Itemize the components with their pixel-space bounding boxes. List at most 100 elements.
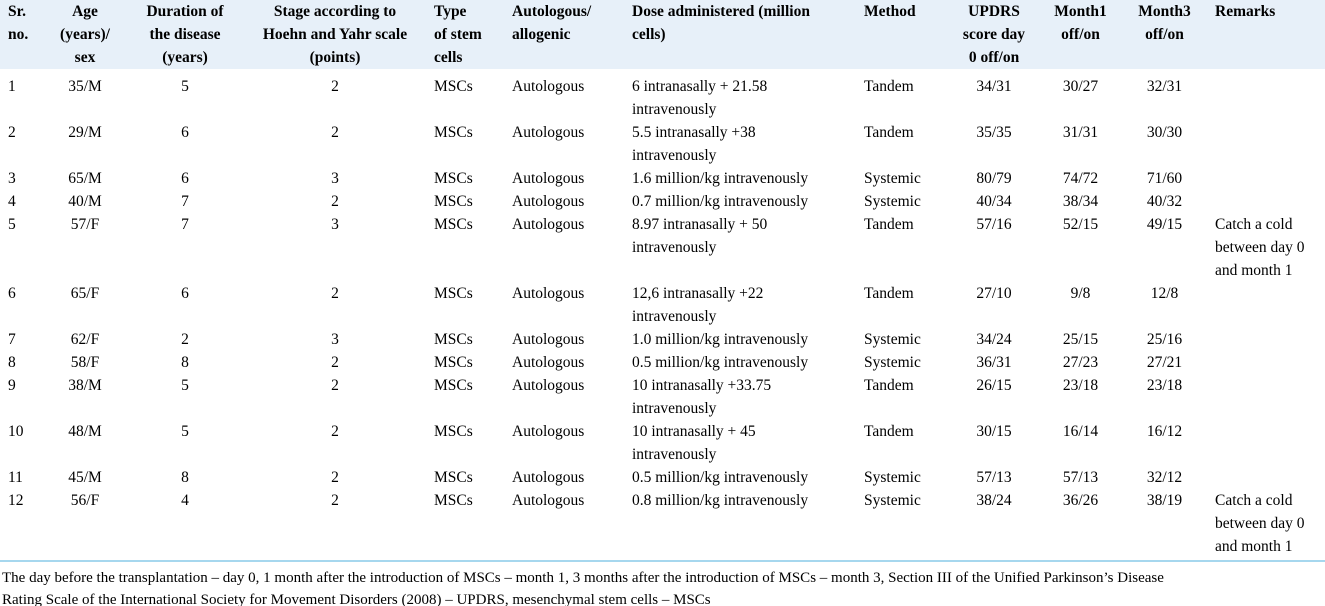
table-cell — [1206, 282, 1325, 328]
table-cell: MSCs — [434, 331, 473, 348]
table-cell: Catch a cold between day 0 and month 1 — [1215, 216, 1305, 279]
table-cell: MSCs — [434, 377, 473, 394]
table-row: 7 62/F 2 3 MSCs Autologous 1.0 million/kg intr… — [0, 328, 1325, 351]
table-cell: 3 — [8, 170, 16, 187]
table-cell: 25/15 — [1062, 331, 1099, 348]
table-cell: 6 — [8, 285, 16, 302]
table-cell: 32/12 — [1146, 469, 1183, 486]
table-cell: 36/31 — [976, 354, 1012, 371]
table-cell: 16/12 — [1146, 423, 1183, 440]
table-cell: 45/M — [68, 469, 102, 486]
table-cell: 40/34 — [976, 193, 1012, 210]
table-cell: Systemic — [864, 331, 921, 348]
table-body: 1 35/M 5 2 MSCs Autologous 6 intranasally + 21… — [0, 69, 1325, 558]
table-cell: Systemic — [864, 170, 921, 187]
column-header: Month1 off/on — [1038, 0, 1123, 69]
table-cell: 10 intranasally +33.75 intravenously — [632, 377, 772, 417]
table-row: 2 29/M 6 2 MSCs Autologous 5.5 intranasally +3… — [0, 121, 1325, 167]
table-cell: 5 — [181, 377, 189, 394]
column-header: Age (years)/ sex — [45, 0, 125, 69]
table-cell: Autologous — [512, 193, 585, 210]
table-cell — [1206, 121, 1325, 167]
table-row: 4 40/M 7 2 MSCs Autologous 0.7 million/kg intr… — [0, 190, 1325, 213]
table-cell: 57/16 — [976, 216, 1012, 233]
table-cell: MSCs — [434, 492, 473, 509]
table-cell: 6 — [181, 170, 189, 187]
table-cell: 1.6 million/kg intravenously — [632, 170, 809, 187]
table-cell: 6 — [181, 285, 189, 302]
column-header: Month3 off/on — [1123, 0, 1206, 69]
table-cell: 62/F — [70, 331, 100, 348]
table-cell — [1206, 190, 1325, 213]
table-cell: 57/13 — [976, 469, 1012, 486]
table-cell: 35/M — [68, 78, 102, 95]
table-cell: 0.7 million/kg intravenously — [632, 193, 809, 210]
table-cell: 8.97 intranasally + 50 intravenously — [632, 216, 768, 256]
table-cell: 4 — [181, 492, 189, 509]
table-cell: 7 — [181, 193, 189, 210]
table-cell: 12/8 — [1150, 285, 1179, 302]
table-cell: 2 — [181, 331, 189, 348]
table-cell: MSCs — [434, 170, 473, 187]
table-cell: 11 — [8, 469, 23, 486]
table-cell: 2 — [8, 124, 16, 141]
column-header: UPDRS score day 0 off/on — [950, 0, 1038, 69]
table-row: 10 48/M 5 2 MSCs Autologous 10 intranasally + … — [0, 420, 1325, 466]
table-cell: MSCs — [434, 193, 473, 210]
table-cell: 0.5 million/kg intravenously — [632, 354, 809, 371]
table-cell: 2 — [331, 377, 339, 394]
table-cell: Systemic — [864, 193, 921, 210]
table-cell: 31/31 — [1062, 124, 1099, 141]
table-header-row: Sr. no. Age (years)/ sex Duration of the d… — [0, 0, 1325, 69]
table-cell — [1206, 328, 1325, 351]
table-cell: 5 — [181, 423, 189, 440]
table-row: 5 57/F 7 3 MSCs Autologous 8.97 intranasally +… — [0, 213, 1325, 282]
table-cell: 35/35 — [976, 124, 1012, 141]
table-cell: 12,6 intranasally +22 intravenously — [632, 285, 764, 325]
table-cell: 5.5 intranasally +38 intravenously — [632, 124, 756, 164]
table-cell: 57/F — [70, 216, 100, 233]
table-cell: Systemic — [864, 354, 921, 371]
table-row: 6 65/F 6 2 MSCs Autologous 12,6 intranasally +… — [0, 282, 1325, 328]
table-cell: Systemic — [864, 492, 921, 509]
table-cell: Tandem — [864, 78, 914, 95]
table-cell: 38/M — [68, 377, 102, 394]
table-cell: 9 — [8, 377, 16, 394]
table-cell: 2 — [331, 78, 339, 95]
table-cell: 16/14 — [1062, 423, 1099, 440]
table-cell: 2 — [331, 124, 339, 141]
table-cell — [1206, 167, 1325, 190]
table-cell: Autologous — [512, 377, 585, 394]
table-cell: 2 — [331, 354, 339, 371]
table-cell: 3 — [331, 170, 339, 187]
table-cell: Tandem — [864, 285, 914, 302]
table-cell: Autologous — [512, 331, 585, 348]
table-cell: 36/26 — [1062, 492, 1099, 509]
column-header: Sr. no. — [0, 0, 45, 69]
table-cell: 10 intranasally + 45 intravenously — [632, 423, 756, 463]
table-cell: 6 — [181, 124, 189, 141]
table-cell: 56/F — [70, 492, 100, 509]
table-cell: Autologous — [512, 124, 585, 141]
table-cell: 40/M — [68, 193, 102, 210]
table-cell: 10 — [8, 423, 24, 440]
table-cell: 2 — [331, 492, 339, 509]
table-cell: 4 — [8, 193, 16, 210]
table-cell: Tandem — [864, 423, 914, 440]
table-cell: 30/27 — [1062, 78, 1099, 95]
table-cell: 3 — [331, 216, 339, 233]
table-row: 1 35/M 5 2 MSCs Autologous 6 intranasally + 21… — [0, 69, 1325, 121]
table-cell: 27/21 — [1146, 354, 1183, 371]
table-cell: 27/10 — [976, 285, 1012, 302]
table-cell: 32/31 — [1146, 78, 1183, 95]
column-header: Autologous/ allogenic — [503, 0, 623, 69]
table-cell: 7 — [181, 216, 189, 233]
table-cell: 40/32 — [1146, 193, 1183, 210]
table-cell: Tandem — [864, 216, 914, 233]
table-cell: Tandem — [864, 124, 914, 141]
column-header: Remarks — [1206, 0, 1325, 69]
table-cell: MSCs — [434, 124, 473, 141]
table-cell: Catch a cold between day 0 and month 1 — [1215, 492, 1305, 555]
table-cell: 38/19 — [1146, 492, 1183, 509]
table-cell: 0.5 million/kg intravenously — [632, 469, 809, 486]
